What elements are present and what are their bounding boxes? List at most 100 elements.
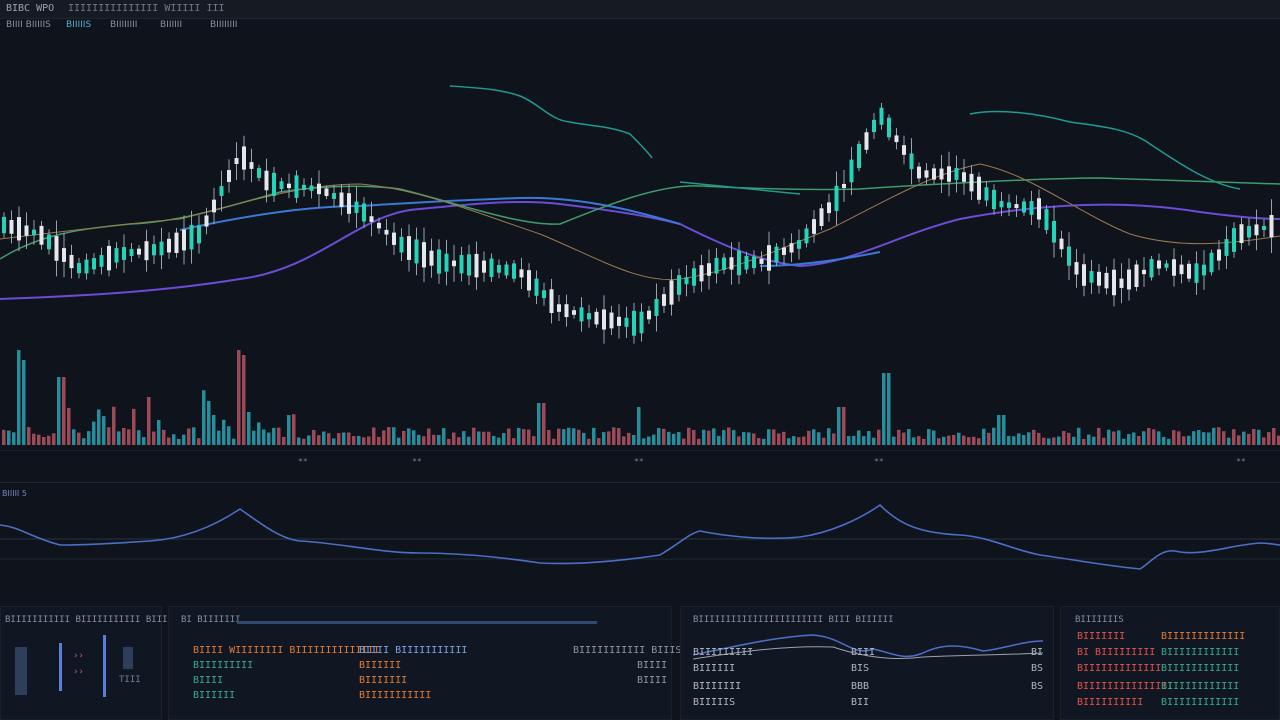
volume-bar [607,431,611,445]
volume-bar [1227,437,1231,445]
volume-bar [902,432,906,445]
candle-body [947,166,951,182]
market-cell: BIIIIIS [693,697,736,708]
time-tick: ** [298,457,308,466]
volume-bar [1167,438,1171,445]
volume-bar [797,437,801,445]
candle-body [1164,263,1169,268]
chevron-right-icon: ›› [73,667,84,677]
volume-bar [1257,429,1261,445]
volume-bar [122,427,126,445]
volume-bar [557,428,561,445]
volume-bar [407,428,411,445]
volume-bar [462,431,466,445]
volume-bar [852,435,856,445]
candle-body [249,162,254,169]
candle-body [302,184,306,190]
volume-bar [282,436,286,445]
volume-bar [107,427,111,445]
price-chart-canvas[interactable] [0,34,1280,350]
candle-body [647,310,651,320]
volume-bar [37,434,41,445]
candle-body [902,145,906,155]
positions-cell: BI BIIIIIIIII [1077,647,1156,658]
volume-bar [332,438,336,445]
volume-bar [1232,429,1236,445]
volume-bar [192,427,196,445]
volume-bar [1162,436,1166,445]
volume-bar [117,431,121,445]
volume-bar [667,431,671,445]
volume-bar [132,408,136,445]
volume-bar [32,433,36,445]
volume-bar [1087,434,1091,445]
volume-bar [812,429,816,445]
volume-bar [342,432,346,445]
candle-body [572,310,576,315]
volume-bar [237,340,241,445]
candle-body [144,241,149,261]
candle-body [684,277,689,285]
volume-bar [357,435,361,445]
volume-bar [162,429,166,445]
positions-cell: BIIIIIIIIIIIII [1077,663,1162,674]
volume-bar [802,436,806,445]
candle-body [414,239,419,264]
volume-bar [82,438,86,445]
candle-body [227,170,231,182]
candle-body [819,208,824,226]
candle-body [497,264,501,273]
tab-0[interactable]: BIIII BIIIIIS [6,20,51,30]
volume-bar [257,422,261,445]
candle-body [827,202,831,214]
tab-4[interactable]: BIIIIIIII [210,20,238,30]
candle-body [204,215,209,227]
volume-bar [542,403,546,445]
volume-bar [352,436,356,445]
tab-1[interactable]: BIIIIIS [66,20,92,30]
volume-chart[interactable] [0,340,1280,450]
volume-bar [647,436,651,445]
volume-bar [822,437,826,445]
oscillator-canvas [0,503,1280,570]
candle-body [279,181,284,190]
oscillator-chart[interactable]: BIIIII 5 [0,482,1280,603]
volume-bar [967,437,971,445]
candle-body [1067,246,1071,266]
candle-body [542,290,546,299]
depth-bar [103,635,106,697]
volume-bar [677,432,681,445]
volume-bar [747,432,751,445]
volume-bar [932,430,936,445]
volume-bar [1182,436,1186,445]
candle-body [92,258,96,270]
candle-body [39,225,44,245]
oscillator-line [0,503,1280,570]
candle-body [332,193,336,199]
volume-bar [387,427,391,445]
time-tick: ** [412,457,422,466]
candle-body [47,234,51,250]
candle-body [489,258,494,277]
candle-body [392,232,396,245]
tab-3[interactable]: BIIIIII [160,20,183,30]
volume-bar [1082,438,1086,445]
volume-bar [247,411,251,445]
tab-2[interactable]: BIIIIIIII [110,20,138,30]
volume-bar [1067,432,1071,445]
candle-body [159,241,164,256]
volume-bar [1142,431,1146,445]
candle-body [579,307,584,322]
volume-bar [427,428,431,445]
volume-bar [412,430,416,445]
price-chart[interactable] [0,34,1280,350]
depth-bar [123,647,133,669]
volume-bar [547,429,551,445]
market-cell: BS [1031,663,1044,674]
volume-bar [52,433,56,445]
volume-bar [1192,431,1196,445]
candle-body [654,299,659,316]
volume-bar [1042,437,1046,445]
volume-bar [1072,436,1076,445]
candle-body [887,117,891,138]
